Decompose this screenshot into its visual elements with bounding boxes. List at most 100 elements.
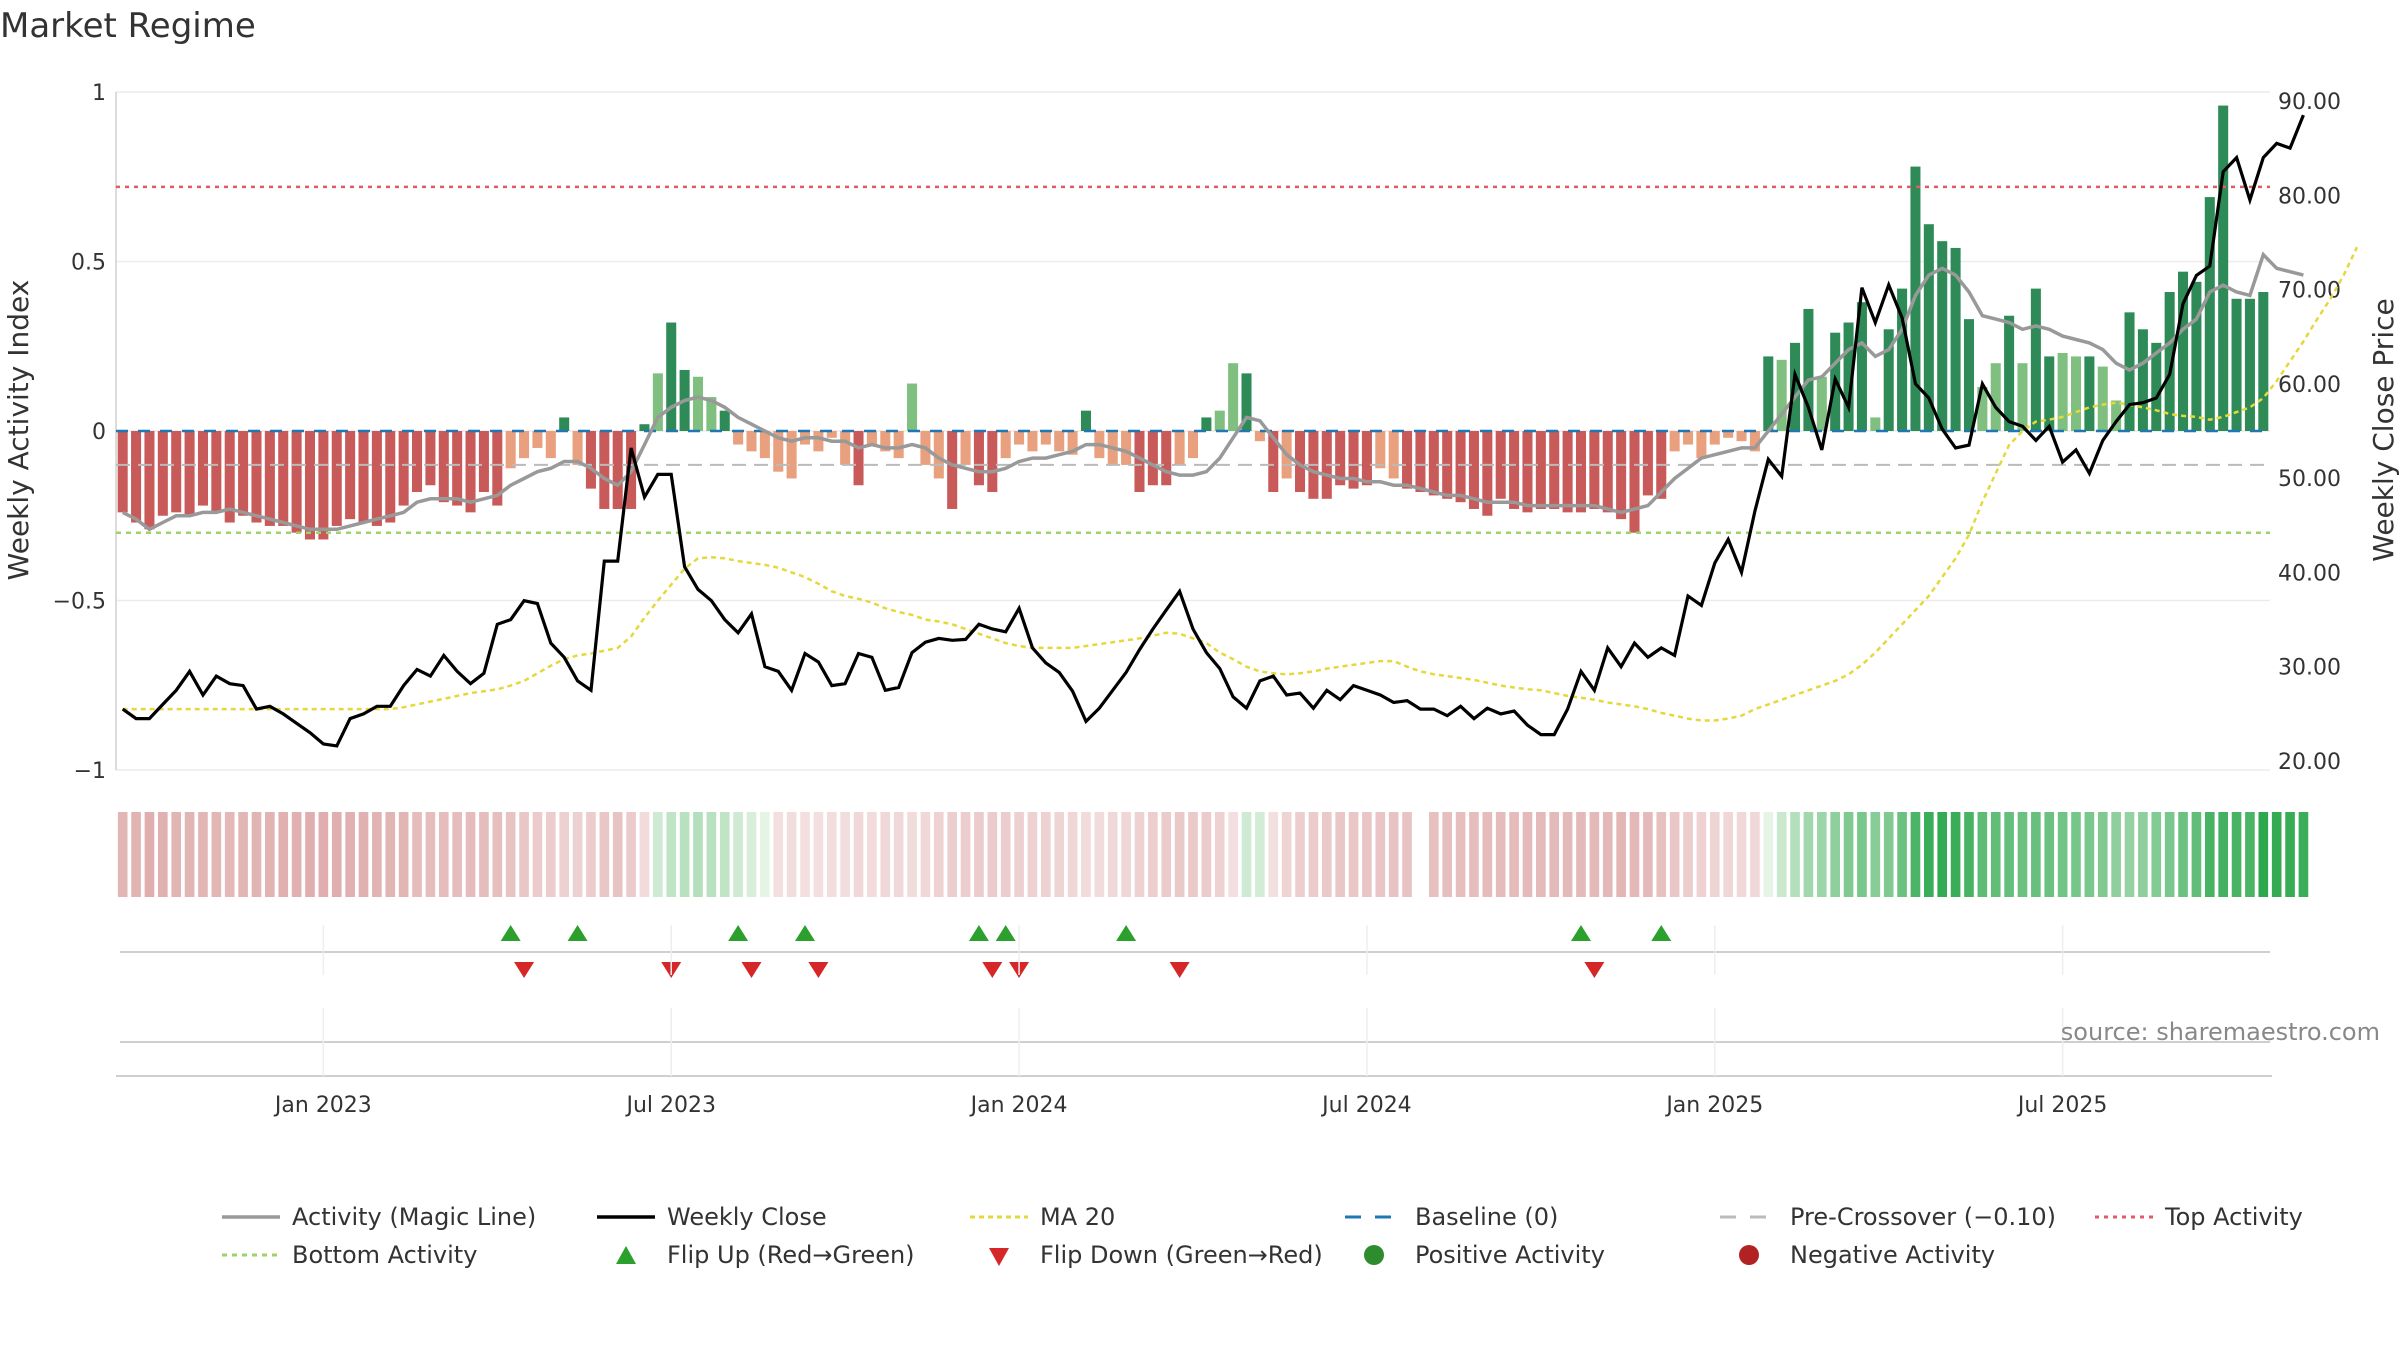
flip-down-marker <box>514 962 535 978</box>
x-tick-label: Jul 2025 <box>2016 1093 2108 1118</box>
activity-bar <box>438 431 449 503</box>
regime-cell <box>2285 812 2295 897</box>
regime-cell <box>1308 812 1319 897</box>
regime-cell <box>1134 812 1145 897</box>
regime-cell <box>1977 812 1988 897</box>
regime-cell <box>1375 812 1386 897</box>
regime-cell <box>224 812 235 897</box>
legend-label: Flip Up (Red→Green) <box>667 1241 915 1269</box>
series-lines <box>121 114 2359 748</box>
activity-bar <box>291 431 302 533</box>
activity-bar <box>907 383 918 431</box>
activity-bar <box>933 431 944 479</box>
activity-bar <box>1977 386 1988 431</box>
regime-cell <box>813 812 824 897</box>
activity-bar <box>1027 431 1038 452</box>
regime-cell <box>2111 812 2121 897</box>
x-tick-label: Jul 2023 <box>624 1093 716 1118</box>
activity-bar <box>2097 366 2108 431</box>
activity-bar <box>773 431 784 472</box>
regime-cell <box>2004 812 2014 897</box>
activity-bar <box>826 431 837 438</box>
regime-cell <box>1081 812 1091 897</box>
regime-cell <box>438 812 449 897</box>
regime-cell <box>773 812 784 897</box>
activity-bar <box>318 431 329 540</box>
flip-up-marker <box>1116 925 1137 941</box>
activity-bar <box>813 431 824 452</box>
regime-cell <box>920 812 931 897</box>
flip-up-marker <box>795 925 816 941</box>
regime-cell <box>1883 812 1894 897</box>
activity-bar <box>2084 356 2095 431</box>
y-tick-label: 0.5 <box>71 251 106 276</box>
regime-cell <box>2191 812 2202 897</box>
activity-bar <box>1749 431 1760 452</box>
activity-bar <box>1174 431 1185 465</box>
regime-cell <box>947 812 957 897</box>
activity-bar <box>987 431 998 493</box>
activity-bar <box>1856 302 1867 431</box>
flip-down-marker <box>808 962 829 978</box>
activity-bar <box>117 431 128 513</box>
activity-bar <box>1335 431 1346 486</box>
activity-bar <box>893 431 904 459</box>
regime-cell <box>1094 812 1105 897</box>
legend-label: Flip Down (Green→Red) <box>1040 1241 1323 1269</box>
x-axis: Jan 2023 Jul 2023 Jan 2024 Jul 2024 Jan 2025… <box>116 925 2272 1118</box>
activity-bar <box>345 431 356 520</box>
regime-cell <box>372 812 382 897</box>
legend-item: Activity (Magic Line) <box>222 1203 536 1231</box>
activity-bar <box>1549 431 1560 509</box>
regime-cell <box>1576 812 1586 897</box>
activity-bar <box>2151 342 2162 431</box>
regime-cell <box>1348 812 1359 897</box>
regime-cell <box>1054 812 1065 897</box>
x-tick-label: Jan 2023 <box>273 1093 372 1118</box>
activity-bar <box>1683 431 1694 445</box>
activity-bar <box>131 431 142 523</box>
regime-cell <box>1335 812 1345 897</box>
regime-strip <box>117 812 2309 897</box>
regime-cell <box>398 812 409 897</box>
flip-down-marker <box>1584 962 1605 978</box>
activity-bar <box>1495 431 1506 499</box>
regime-cell <box>893 812 904 897</box>
regime-cell <box>1669 812 1680 897</box>
activity-bar <box>1843 322 1854 431</box>
activity-bar <box>492 431 503 506</box>
regime-cell <box>1067 812 1078 897</box>
regime-cell <box>479 812 489 897</box>
activity-bar <box>2218 105 2229 431</box>
y2-tick-label: 20.00 <box>2278 750 2341 775</box>
magic-line <box>121 251 2304 532</box>
y2-tick-label: 90.00 <box>2278 90 2341 115</box>
regime-cell <box>184 812 195 897</box>
activity-bar <box>1388 431 1399 479</box>
regime-cell <box>2231 812 2242 897</box>
regime-cell <box>1442 812 1453 897</box>
regime-cell <box>2017 812 2028 897</box>
regime-cell <box>907 812 917 897</box>
activity-bar <box>2191 281 2202 431</box>
flip-up-marker <box>1570 925 1591 941</box>
activity-bar <box>425 431 436 486</box>
regime-cell <box>974 812 984 897</box>
regime-cell <box>2151 812 2162 897</box>
regime-cell <box>679 812 690 897</box>
activity-bar <box>1482 431 1493 516</box>
regime-cell <box>1536 812 1546 897</box>
activity-bar <box>2178 271 2189 431</box>
regime-cell <box>492 812 503 897</box>
activity-bar <box>1054 431 1065 452</box>
regime-cell <box>1656 812 1667 897</box>
legend-item: Baseline (0) <box>1345 1203 1558 1231</box>
activity-bar <box>840 431 851 465</box>
regime-cell <box>1522 812 1533 897</box>
regime-cell <box>2097 812 2108 897</box>
regime-cell <box>2218 812 2228 897</box>
regime-cell <box>1924 812 1934 897</box>
activity-bar <box>144 431 155 530</box>
activity-bar <box>1669 431 1680 452</box>
activity-bar <box>973 431 984 486</box>
